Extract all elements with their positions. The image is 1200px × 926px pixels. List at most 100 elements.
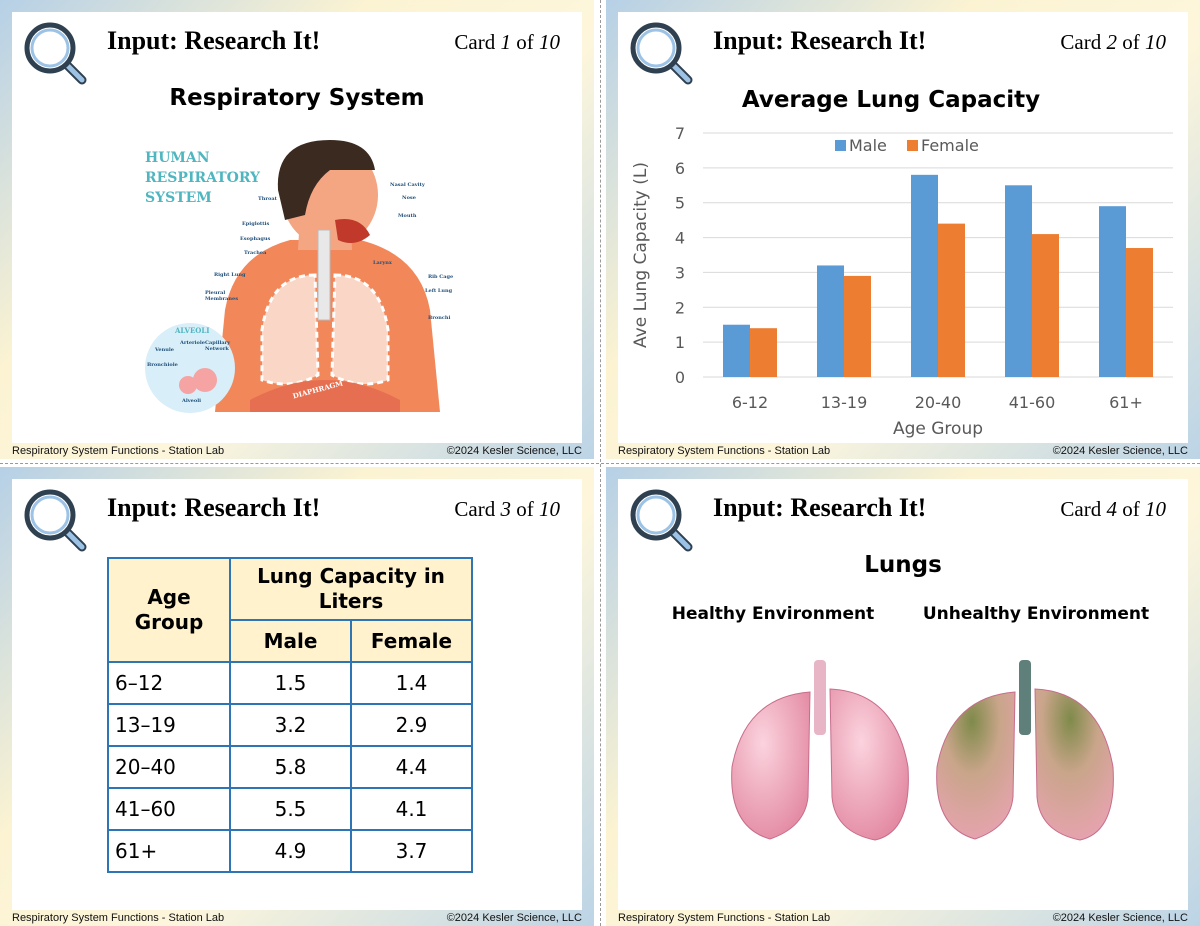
table-cell: 3.2 — [229, 703, 352, 747]
table-cell: 4.1 — [350, 787, 473, 831]
table-row: Age Group Lung Capacity in Liters — [107, 557, 473, 663]
legend-swatch — [907, 140, 918, 151]
trachea — [814, 660, 826, 735]
of-word: of — [516, 497, 534, 521]
illustration-label: Venule — [155, 347, 174, 353]
illustration-label: Nasal Cavity — [390, 182, 425, 188]
bar — [723, 324, 750, 377]
heading: Respiratory System — [169, 85, 425, 111]
card-word: Card — [454, 30, 496, 54]
y-tick-label: 5 — [675, 194, 685, 213]
table-cell: 41–60 — [107, 787, 231, 831]
magnifier-icon — [24, 489, 87, 552]
footer-right: ©2024 Kesler Science, LLC — [1052, 912, 1188, 924]
y-axis-label: Ave Lung Capacity (L) — [631, 162, 651, 348]
table-cell: 5.5 — [229, 787, 352, 831]
y-tick-label: 0 — [675, 368, 685, 387]
divider — [0, 463, 1200, 464]
card-index: 2 — [1106, 30, 1118, 54]
illustration-label: ALVEOLI — [175, 326, 210, 335]
illustration-label: Trachea — [244, 250, 267, 256]
illustration-label: Bronchiole — [147, 362, 178, 368]
card-number: Card 3 of 10 — [454, 497, 560, 522]
card: Input: Research It! Card 4 of 10 Lungs Resp… — [606, 467, 1200, 926]
alveoli-cluster — [193, 368, 217, 392]
legend-label: Male — [849, 136, 887, 155]
table-cell: 6–12 — [107, 661, 231, 705]
card-number: Card 1 of 10 — [454, 30, 560, 55]
icon-lens — [24, 489, 76, 541]
trachea — [317, 229, 331, 321]
card-title: Input: Research It! — [107, 493, 321, 522]
card-body: Input: Research It! Card 3 of 10 Age Group… — [12, 479, 582, 910]
right-lung — [260, 273, 320, 386]
card-number: Card 4 of 10 — [1060, 497, 1166, 522]
icon-lens — [30, 28, 70, 68]
bar — [817, 265, 844, 377]
card-total: 10 — [1145, 497, 1166, 521]
magnifier-icon — [24, 22, 87, 85]
lung-right — [829, 688, 909, 841]
footer-right: ©2024 Kesler Science, LLC — [446, 912, 582, 924]
card-total: 10 — [539, 497, 560, 521]
footer-left: Respiratory System Functions - Station L… — [618, 445, 831, 457]
bar — [938, 223, 965, 377]
table-row: 6–12 1.5 1.4 — [107, 661, 473, 705]
alveoli-inset — [145, 323, 235, 413]
y-tick-label: 1 — [675, 333, 685, 352]
icon-handle — [669, 61, 691, 83]
y-tick-label: 7 — [675, 124, 685, 143]
card-word: Card — [1060, 497, 1102, 521]
bar — [844, 275, 871, 377]
table-subheader: Male — [229, 619, 352, 663]
left-lung — [330, 273, 390, 386]
table-cell: 2.9 — [350, 703, 473, 747]
footer-right: ©2024 Kesler Science, LLC — [446, 445, 582, 457]
table-row: Male Female — [108, 619, 473, 663]
y-tick-label: 3 — [675, 263, 685, 282]
footer-left: Respiratory System Functions - Station L… — [618, 912, 831, 924]
illustration-label: Esophagus — [240, 236, 271, 242]
illustration — [145, 140, 440, 413]
x-tick-label: 6-12 — [732, 393, 768, 412]
chart: Average Lung Capacity 0 1 2 3 4 5 6 7 Ave Lung Ca… — [631, 87, 1173, 439]
bar — [1126, 248, 1153, 377]
illustration-label: Left Lung — [425, 288, 453, 294]
table-header: Lung Capacity in Liters — [229, 557, 473, 621]
lung-right — [1034, 688, 1114, 841]
icon-lens — [30, 495, 70, 535]
table-cell: 61+ — [107, 829, 231, 873]
card-total: 10 — [539, 30, 560, 54]
illustration-label: Throat — [258, 196, 277, 202]
of-word: of — [516, 30, 534, 54]
panel-label: Healthy Environment — [671, 604, 875, 624]
icon-lens — [636, 28, 676, 68]
table-header: Age Group — [107, 557, 231, 663]
illustration-label: Nose — [402, 195, 416, 201]
bar — [1099, 206, 1126, 377]
table-cell: 20–40 — [107, 745, 231, 789]
illustration-label: Alveoli — [182, 398, 201, 404]
table-cell: 4.9 — [229, 829, 352, 873]
icon-handle — [669, 528, 691, 550]
illustration-label: Mouth — [398, 213, 417, 219]
footer-right: ©2024 Kesler Science, LLC — [1052, 445, 1188, 457]
card-title: Input: Research It! — [713, 493, 927, 522]
magnifier-icon — [630, 489, 693, 552]
footer-left: Respiratory System Functions - Station L… — [12, 445, 225, 457]
illustration-label: Epiglottis — [242, 221, 270, 227]
bar — [911, 174, 938, 377]
illustration-label: Larynx — [373, 260, 392, 266]
x-tick-label: 20-40 — [915, 393, 962, 412]
card-body: Input: Research It! Card 2 of 10 — [618, 12, 1188, 443]
icon-lens — [636, 495, 676, 535]
table-row: 20–40 5.8 4.4 — [107, 745, 473, 789]
card: Input: Research It! Card 2 of 10 Respirato… — [606, 0, 1200, 459]
data-table: Age Group Lung Capacity in Liters Male Fema… — [107, 557, 473, 873]
card-title: Input: Research It! — [107, 26, 321, 55]
card-word: Card — [1060, 30, 1102, 54]
chart-title: Average Lung Capacity — [742, 87, 1040, 113]
icon-handle — [63, 528, 85, 550]
alveoli-cluster — [179, 376, 197, 394]
